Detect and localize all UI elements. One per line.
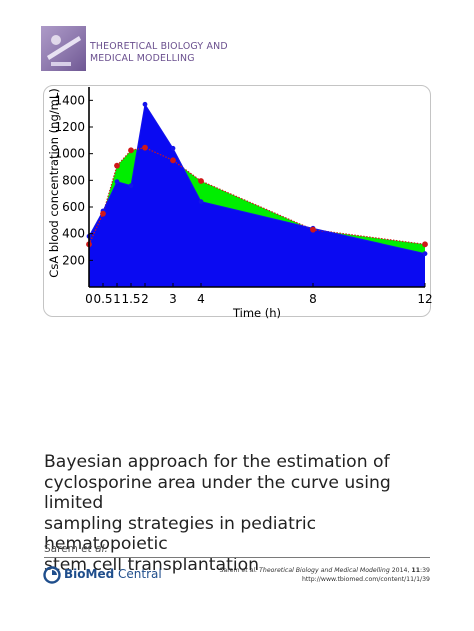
y-tick-label: 400 <box>62 227 85 241</box>
citation: Sarem et al. Theoretical Biology and Med… <box>220 566 430 584</box>
y-tick-label: 800 <box>62 173 85 187</box>
series-1-point <box>100 210 106 217</box>
y-tick-label: 1400 <box>54 93 85 107</box>
citation-journal: Theoretical Biology and Medical Modellin… <box>259 567 390 574</box>
series-1-point <box>170 157 176 164</box>
series-1-point <box>114 162 120 169</box>
y-tick-label: 600 <box>62 200 85 214</box>
citation-authors: Sarem <box>219 567 240 574</box>
x-tick-label: 0.5 <box>93 292 112 306</box>
x-tick-label: 0 <box>85 292 93 306</box>
series-2-area <box>89 104 425 287</box>
x-tick-label: 3 <box>169 292 177 306</box>
citation-url[interactable]: http://www.tbiomed.com/content/11/1/39 <box>301 576 430 583</box>
y-tick-label: 200 <box>62 253 85 267</box>
series-1-point <box>142 144 148 151</box>
citation-etal: et al. <box>241 567 258 574</box>
series-1-point <box>422 241 428 248</box>
article-title: Bayesian approach for the estimation of … <box>44 452 391 575</box>
x-tick-label: 1 <box>113 292 121 306</box>
publisher-logo[interactable]: BioMed Central <box>43 565 162 585</box>
y-axis-label: CsA blood concentration (ng/mL) <box>47 88 61 277</box>
publisher-name-rest: Central <box>114 567 162 581</box>
citation-article: :39 <box>420 567 430 574</box>
article-authors: Sarem et al. <box>44 543 108 555</box>
publisher-name-bold: BioMed <box>64 567 115 581</box>
x-axis-label: Time (h) <box>232 306 281 320</box>
series-1-point <box>128 147 134 154</box>
author-name: Sarem <box>44 543 78 555</box>
x-tick-label: 12 <box>417 292 432 306</box>
series-1-point <box>310 226 316 233</box>
citation-volume: 11 <box>411 567 421 574</box>
biomed-central-logo-icon <box>43 566 61 584</box>
divider-rule <box>44 557 430 558</box>
series-2-point <box>422 251 428 257</box>
series-2-point <box>142 101 148 107</box>
x-tick-label: 8 <box>309 292 317 306</box>
citation-line: Sarem et al. Theoretical Biology and Med… <box>220 566 430 575</box>
y-tick-label: 1000 <box>54 147 85 161</box>
x-tick-label: 1.5 <box>121 292 140 306</box>
series-2-point <box>170 145 176 151</box>
journal-logo <box>41 26 86 71</box>
x-tick-label: 2 <box>141 292 149 306</box>
series-2-point <box>114 179 120 185</box>
x-tick-label: 4 <box>197 292 205 306</box>
y-tick-label: 1200 <box>54 120 85 134</box>
journal-name: THEORETICAL BIOLOGY AND MEDICAL MODELLIN… <box>90 41 228 64</box>
series-2-point <box>198 199 204 205</box>
publisher-name: BioMed Central <box>64 567 162 581</box>
author-etal: et al. <box>81 543 108 555</box>
journal-cover-logo-icon <box>41 26 86 71</box>
citation-year: 2014, <box>391 567 410 574</box>
series-1-point <box>198 178 204 184</box>
series-2-point <box>128 183 134 189</box>
